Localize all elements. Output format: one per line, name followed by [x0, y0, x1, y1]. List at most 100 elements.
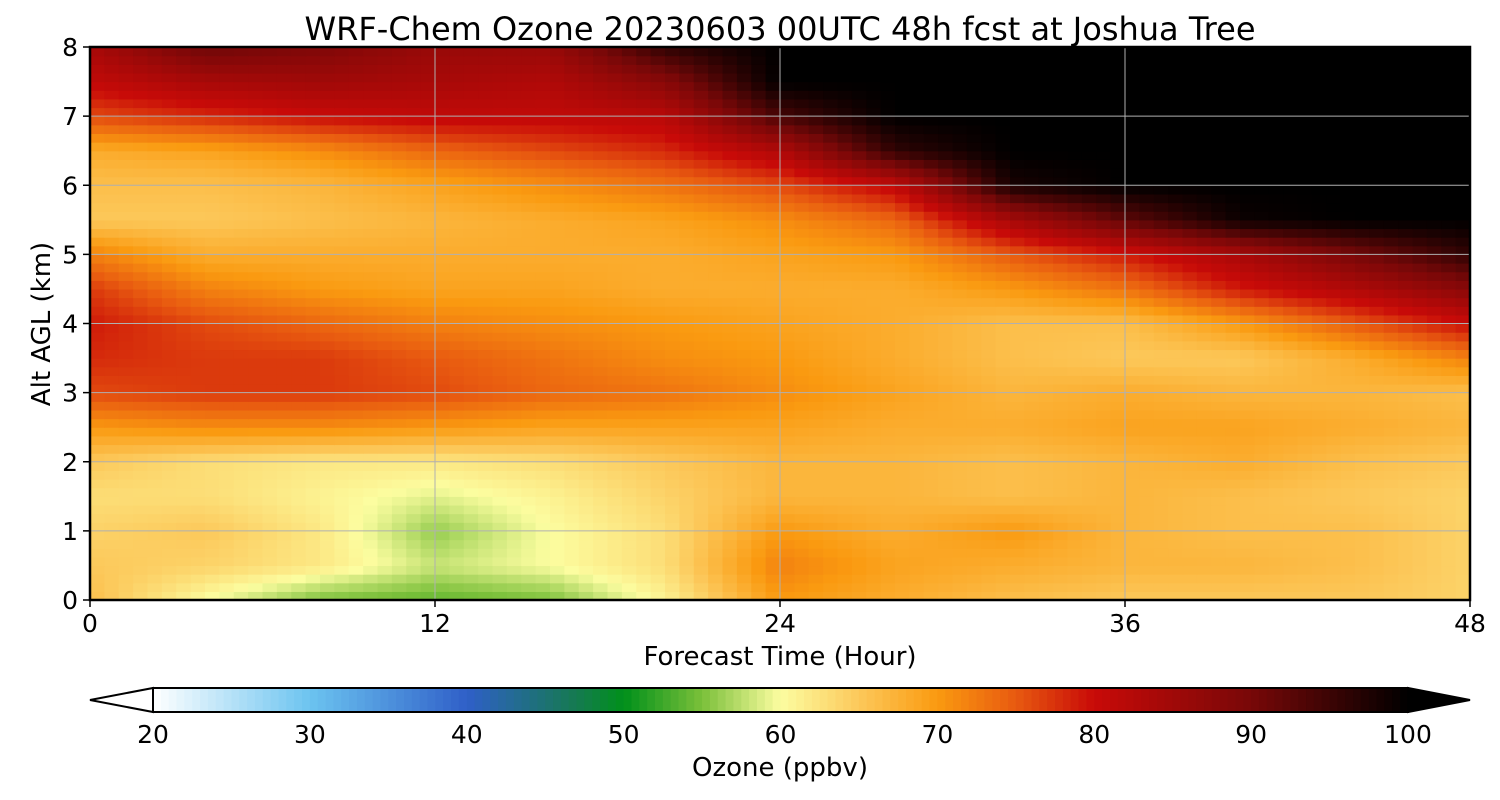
heatmap-cell — [492, 263, 508, 273]
heatmap-cell — [1211, 263, 1227, 273]
heatmap-cell — [363, 280, 379, 290]
heatmap-cell — [262, 591, 278, 601]
heatmap-cell — [1182, 591, 1198, 601]
heatmap-cell — [1398, 470, 1414, 480]
heatmap-cell — [420, 211, 436, 221]
heatmap-cell — [650, 193, 666, 204]
heatmap-cell — [1455, 245, 1471, 255]
heatmap-cell — [1311, 392, 1327, 402]
heatmap-cell — [348, 245, 364, 255]
heatmap-cell — [248, 288, 264, 299]
heatmap-cell — [1024, 565, 1040, 575]
heatmap-cell — [435, 185, 450, 195]
heatmap-cell — [1182, 427, 1198, 437]
heatmap-cell — [1010, 349, 1025, 359]
heatmap-cell — [506, 280, 522, 290]
heatmap-cell — [1455, 383, 1471, 394]
heatmap-cell — [636, 358, 652, 368]
heatmap-cell — [535, 288, 551, 299]
heatmap-cell — [1067, 366, 1083, 376]
heatmap-cell — [1268, 366, 1284, 376]
heatmap-cell — [1053, 487, 1069, 497]
heatmap-cell — [736, 418, 752, 428]
heatmap-cell — [521, 453, 537, 463]
heatmap-cell — [1024, 418, 1040, 428]
heatmap-cell — [276, 556, 292, 567]
heatmap-cell — [995, 288, 1011, 299]
heatmap-cell — [276, 383, 292, 394]
heatmap-cell — [851, 219, 867, 230]
heatmap-cell — [320, 159, 335, 169]
heatmap-cell — [1125, 392, 1140, 402]
heatmap-cell — [334, 383, 350, 394]
heatmap-cell — [133, 288, 149, 299]
heatmap-cell — [636, 435, 652, 446]
heatmap-cell — [348, 392, 364, 402]
heatmap-cell — [1196, 150, 1212, 160]
heatmap-cell — [1153, 444, 1169, 454]
heatmap-cell — [564, 418, 580, 428]
heatmap-cell — [1096, 297, 1112, 307]
heatmap-cell — [262, 185, 278, 195]
heatmap-cell — [1139, 401, 1155, 411]
heatmap-cell — [1168, 392, 1184, 402]
heatmap-cell — [248, 487, 264, 497]
heatmap-cell — [1412, 271, 1428, 281]
heatmap-cell — [780, 375, 795, 385]
heatmap-cell — [233, 392, 249, 402]
heatmap-cell — [938, 323, 954, 333]
heatmap-cell — [248, 435, 264, 446]
heatmap-cell — [751, 591, 767, 601]
heatmap-cell — [1038, 513, 1054, 523]
heatmap-cell — [1283, 323, 1299, 333]
heatmap-cell — [90, 211, 105, 221]
heatmap-cell — [650, 392, 666, 402]
heatmap-cell — [1010, 479, 1025, 489]
heatmap-cell — [377, 271, 393, 281]
heatmap-cell — [118, 504, 134, 515]
heatmap-cell — [607, 539, 623, 549]
heatmap-cell — [1168, 522, 1184, 532]
heatmap-cell — [363, 288, 379, 299]
heatmap-cell — [334, 392, 350, 402]
heatmap-cell — [1225, 193, 1241, 204]
heatmap-cell — [1426, 565, 1442, 575]
heatmap-cell — [363, 176, 379, 186]
heatmap-cell — [1125, 504, 1140, 515]
heatmap-cell — [449, 470, 465, 480]
heatmap-cell — [621, 539, 637, 549]
heatmap-cell — [981, 314, 997, 325]
heatmap-cell — [1225, 496, 1241, 506]
heatmap-cell — [478, 418, 494, 428]
heatmap-cell — [1412, 504, 1428, 515]
heatmap-cell — [1340, 418, 1356, 428]
heatmap-cell — [1240, 288, 1255, 299]
heatmap-cell — [190, 582, 206, 592]
heatmap-cell — [1369, 504, 1385, 515]
heatmap-cell — [621, 228, 637, 238]
heatmap-cell — [708, 591, 724, 601]
heatmap-cell — [161, 453, 177, 463]
heatmap-cell — [1455, 366, 1471, 376]
heatmap-cell — [1369, 340, 1385, 351]
heatmap-cell — [621, 297, 637, 307]
heatmap-cell — [1383, 522, 1399, 532]
heatmap-cell — [895, 539, 910, 549]
heatmap-cell — [535, 548, 551, 558]
heatmap-cell — [1426, 453, 1442, 463]
heatmap-cell — [995, 280, 1011, 290]
heatmap-cell — [736, 574, 752, 584]
heatmap-cell — [176, 323, 192, 333]
heatmap-cell — [492, 314, 508, 325]
heatmap-cell — [808, 323, 824, 333]
heatmap-cell — [966, 496, 982, 506]
heatmap-cell — [1125, 574, 1140, 584]
heatmap-cell — [104, 392, 120, 402]
heatmap-cell — [607, 565, 623, 575]
heatmap-cell — [952, 453, 968, 463]
heatmap-cell — [923, 582, 939, 592]
heatmap-cell — [1024, 409, 1040, 420]
heatmap-cell — [305, 254, 321, 264]
heatmap-cell — [679, 150, 695, 160]
heatmap-cell — [1225, 487, 1241, 497]
